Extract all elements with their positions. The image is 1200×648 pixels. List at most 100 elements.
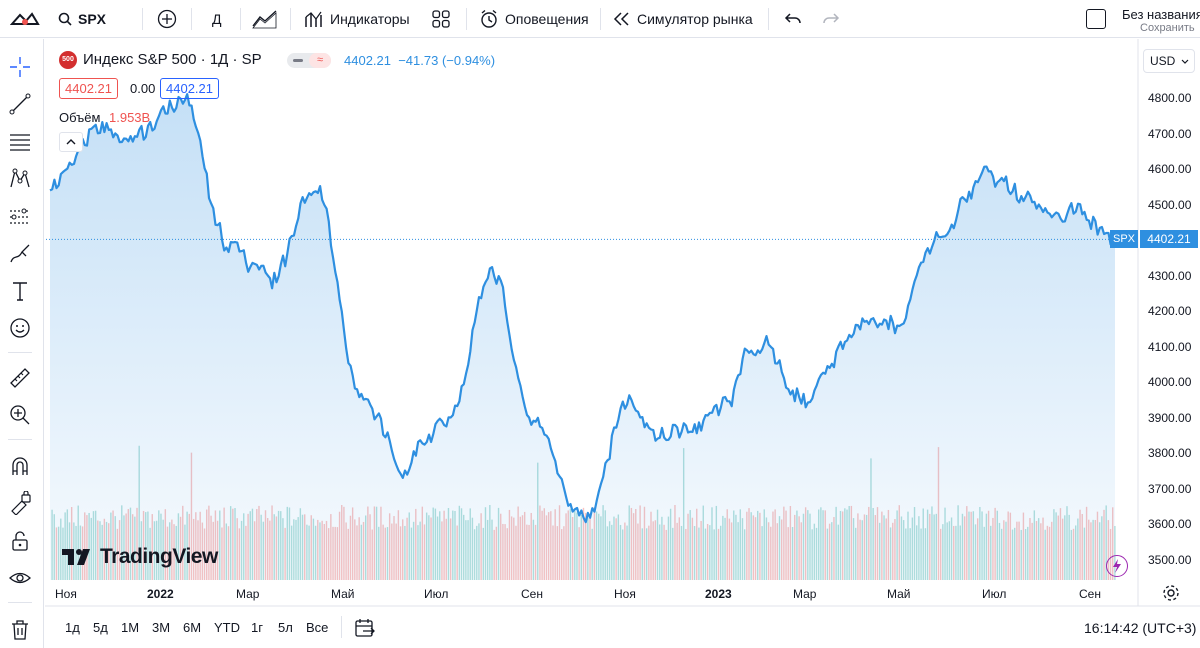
price-axis-label: 3800.00 <box>1148 446 1192 461</box>
search-icon <box>58 12 72 26</box>
chevron-down-icon <box>1181 59 1189 64</box>
alerts-label: Оповещения <box>505 11 589 27</box>
ruler-icon[interactable] <box>6 364 34 392</box>
price-area <box>50 94 1115 580</box>
date-range-button[interactable] <box>354 617 376 644</box>
sell-box[interactable]: 4402.21 <box>59 78 118 99</box>
top-toolbar: SPX Д Индикаторы Оповещения Симулятор ры… <box>0 0 1200 38</box>
tradingview-watermark[interactable]: TradingView <box>62 545 218 569</box>
price-axis-label: 4200.00 <box>1148 304 1192 319</box>
gear-icon <box>1163 585 1179 601</box>
range-button-1г[interactable]: 1г <box>251 620 263 635</box>
plus-circle-icon <box>157 9 177 29</box>
tradingview-logo-icon[interactable] <box>10 0 40 38</box>
chart-settings-button[interactable] <box>1162 584 1180 607</box>
price-axis-label: 4600.00 <box>1148 162 1192 177</box>
eye-icon[interactable] <box>6 564 34 592</box>
alarm-clock-icon <box>481 9 497 28</box>
clock[interactable]: 16:14:42 (UTC+3) <box>1084 620 1197 636</box>
price-axis-label: 3900.00 <box>1148 410 1192 425</box>
interval-button[interactable]: Д <box>212 0 221 38</box>
text-tool-icon[interactable] <box>6 277 34 305</box>
last-price-tag: 4402.21 <box>1140 230 1198 248</box>
time-axis-label: Май <box>331 587 355 601</box>
compare-button[interactable] <box>157 0 177 38</box>
time-axis-label: Мар <box>236 587 260 601</box>
undo-button[interactable] <box>784 0 802 38</box>
redo-icon <box>823 13 840 24</box>
time-axis-label: Сен <box>521 587 543 601</box>
price-axis-label: 4700.00 <box>1148 126 1192 141</box>
undo-icon <box>784 13 801 24</box>
lock-drawing-icon[interactable] <box>6 489 34 517</box>
range-button-1д[interactable]: 1д <box>65 620 80 635</box>
tradingview-logo-icon <box>62 549 90 565</box>
legend-price-change: 4402.21 −41.73 (−0.94%) <box>344 53 496 68</box>
price-axis-label: 4000.00 <box>1148 375 1192 390</box>
fib-retracement-icon[interactable] <box>6 128 34 156</box>
chart-type-button[interactable] <box>252 0 278 38</box>
zoom-in-icon[interactable] <box>6 401 34 429</box>
pattern-icon[interactable] <box>6 165 34 193</box>
brush-icon[interactable] <box>6 240 34 268</box>
range-button-1М[interactable]: 1М <box>121 620 140 635</box>
rewind-icon <box>613 12 629 26</box>
forecast-icon[interactable] <box>6 203 34 231</box>
price-axis-label: 4500.00 <box>1148 197 1192 212</box>
crosshair-icon[interactable] <box>6 53 34 81</box>
time-axis-label: Ноя <box>614 587 636 601</box>
lock-icon[interactable] <box>6 527 34 555</box>
alerts-button[interactable]: Оповещения <box>479 0 589 38</box>
time-axis-label: Июл <box>982 587 1007 601</box>
time-axis-label: Июл <box>424 587 449 601</box>
symbol-label: SPX <box>78 11 107 27</box>
price-line <box>49 93 1117 524</box>
volume-value: 1.953B <box>109 110 151 125</box>
layout-checkbox[interactable] <box>1086 0 1106 38</box>
range-button-5д[interactable]: 5д <box>93 620 108 635</box>
templates-button[interactable] <box>432 0 450 38</box>
price-axis-label: 4800.00 <box>1148 91 1192 105</box>
lightning-icon <box>1113 559 1121 573</box>
save-button[interactable]: Сохранить <box>1140 22 1195 34</box>
trash-icon[interactable] <box>6 616 34 644</box>
collapse-legend-button[interactable] <box>59 132 83 152</box>
range-button-Все[interactable]: Все <box>306 620 329 635</box>
currency-label: USD <box>1150 54 1176 68</box>
trend-line-icon[interactable] <box>6 90 34 118</box>
buy-box[interactable]: 4402.21 <box>160 78 219 99</box>
calendar-arrow-icon <box>355 619 375 637</box>
range-button-YTD[interactable]: YTD <box>214 620 240 635</box>
spread-value: 0.00 <box>130 81 156 96</box>
interval-label: Д <box>212 11 222 27</box>
area-chart-icon <box>252 10 277 29</box>
indicators-button[interactable]: Индикаторы <box>304 0 410 38</box>
time-axis-label: Ноя <box>55 587 77 601</box>
emoji-icon[interactable] <box>6 314 34 342</box>
legend-title[interactable]: Индекс S&P 500 · 1Д · SP <box>83 51 262 68</box>
last-price-symbol-tag: SPX <box>1110 230 1138 248</box>
index-logo: 500 <box>59 51 77 69</box>
time-axis-label: Сен <box>1079 587 1101 601</box>
replay-button[interactable]: Симулятор рынка <box>613 0 753 38</box>
range-button-6М[interactable]: 6М <box>183 620 202 635</box>
layout-name[interactable]: Без названия <box>1122 7 1200 22</box>
currency-select[interactable]: USD <box>1143 49 1195 73</box>
redo-button[interactable] <box>822 0 840 38</box>
indicators-icon <box>305 11 322 27</box>
price-axis-label: 3500.00 <box>1148 553 1192 567</box>
time-axis-label: Май <box>887 587 911 601</box>
time-axis-label: 2023 <box>705 587 732 601</box>
grid-icon <box>432 10 450 28</box>
magnet-icon[interactable] <box>6 452 34 480</box>
volume-label: Объём <box>59 110 101 125</box>
symbol-search-button[interactable]: SPX <box>58 0 106 38</box>
range-button-5л[interactable]: 5л <box>278 620 293 635</box>
watermark-text: TradingView <box>100 545 218 568</box>
range-button-3М[interactable]: 3М <box>152 620 171 635</box>
market-status-badge[interactable]: ≈ <box>287 53 331 68</box>
lightning-button[interactable] <box>1106 555 1128 577</box>
time-axis-label: 2022 <box>147 587 174 601</box>
price-axis-label: 4300.00 <box>1148 268 1192 283</box>
